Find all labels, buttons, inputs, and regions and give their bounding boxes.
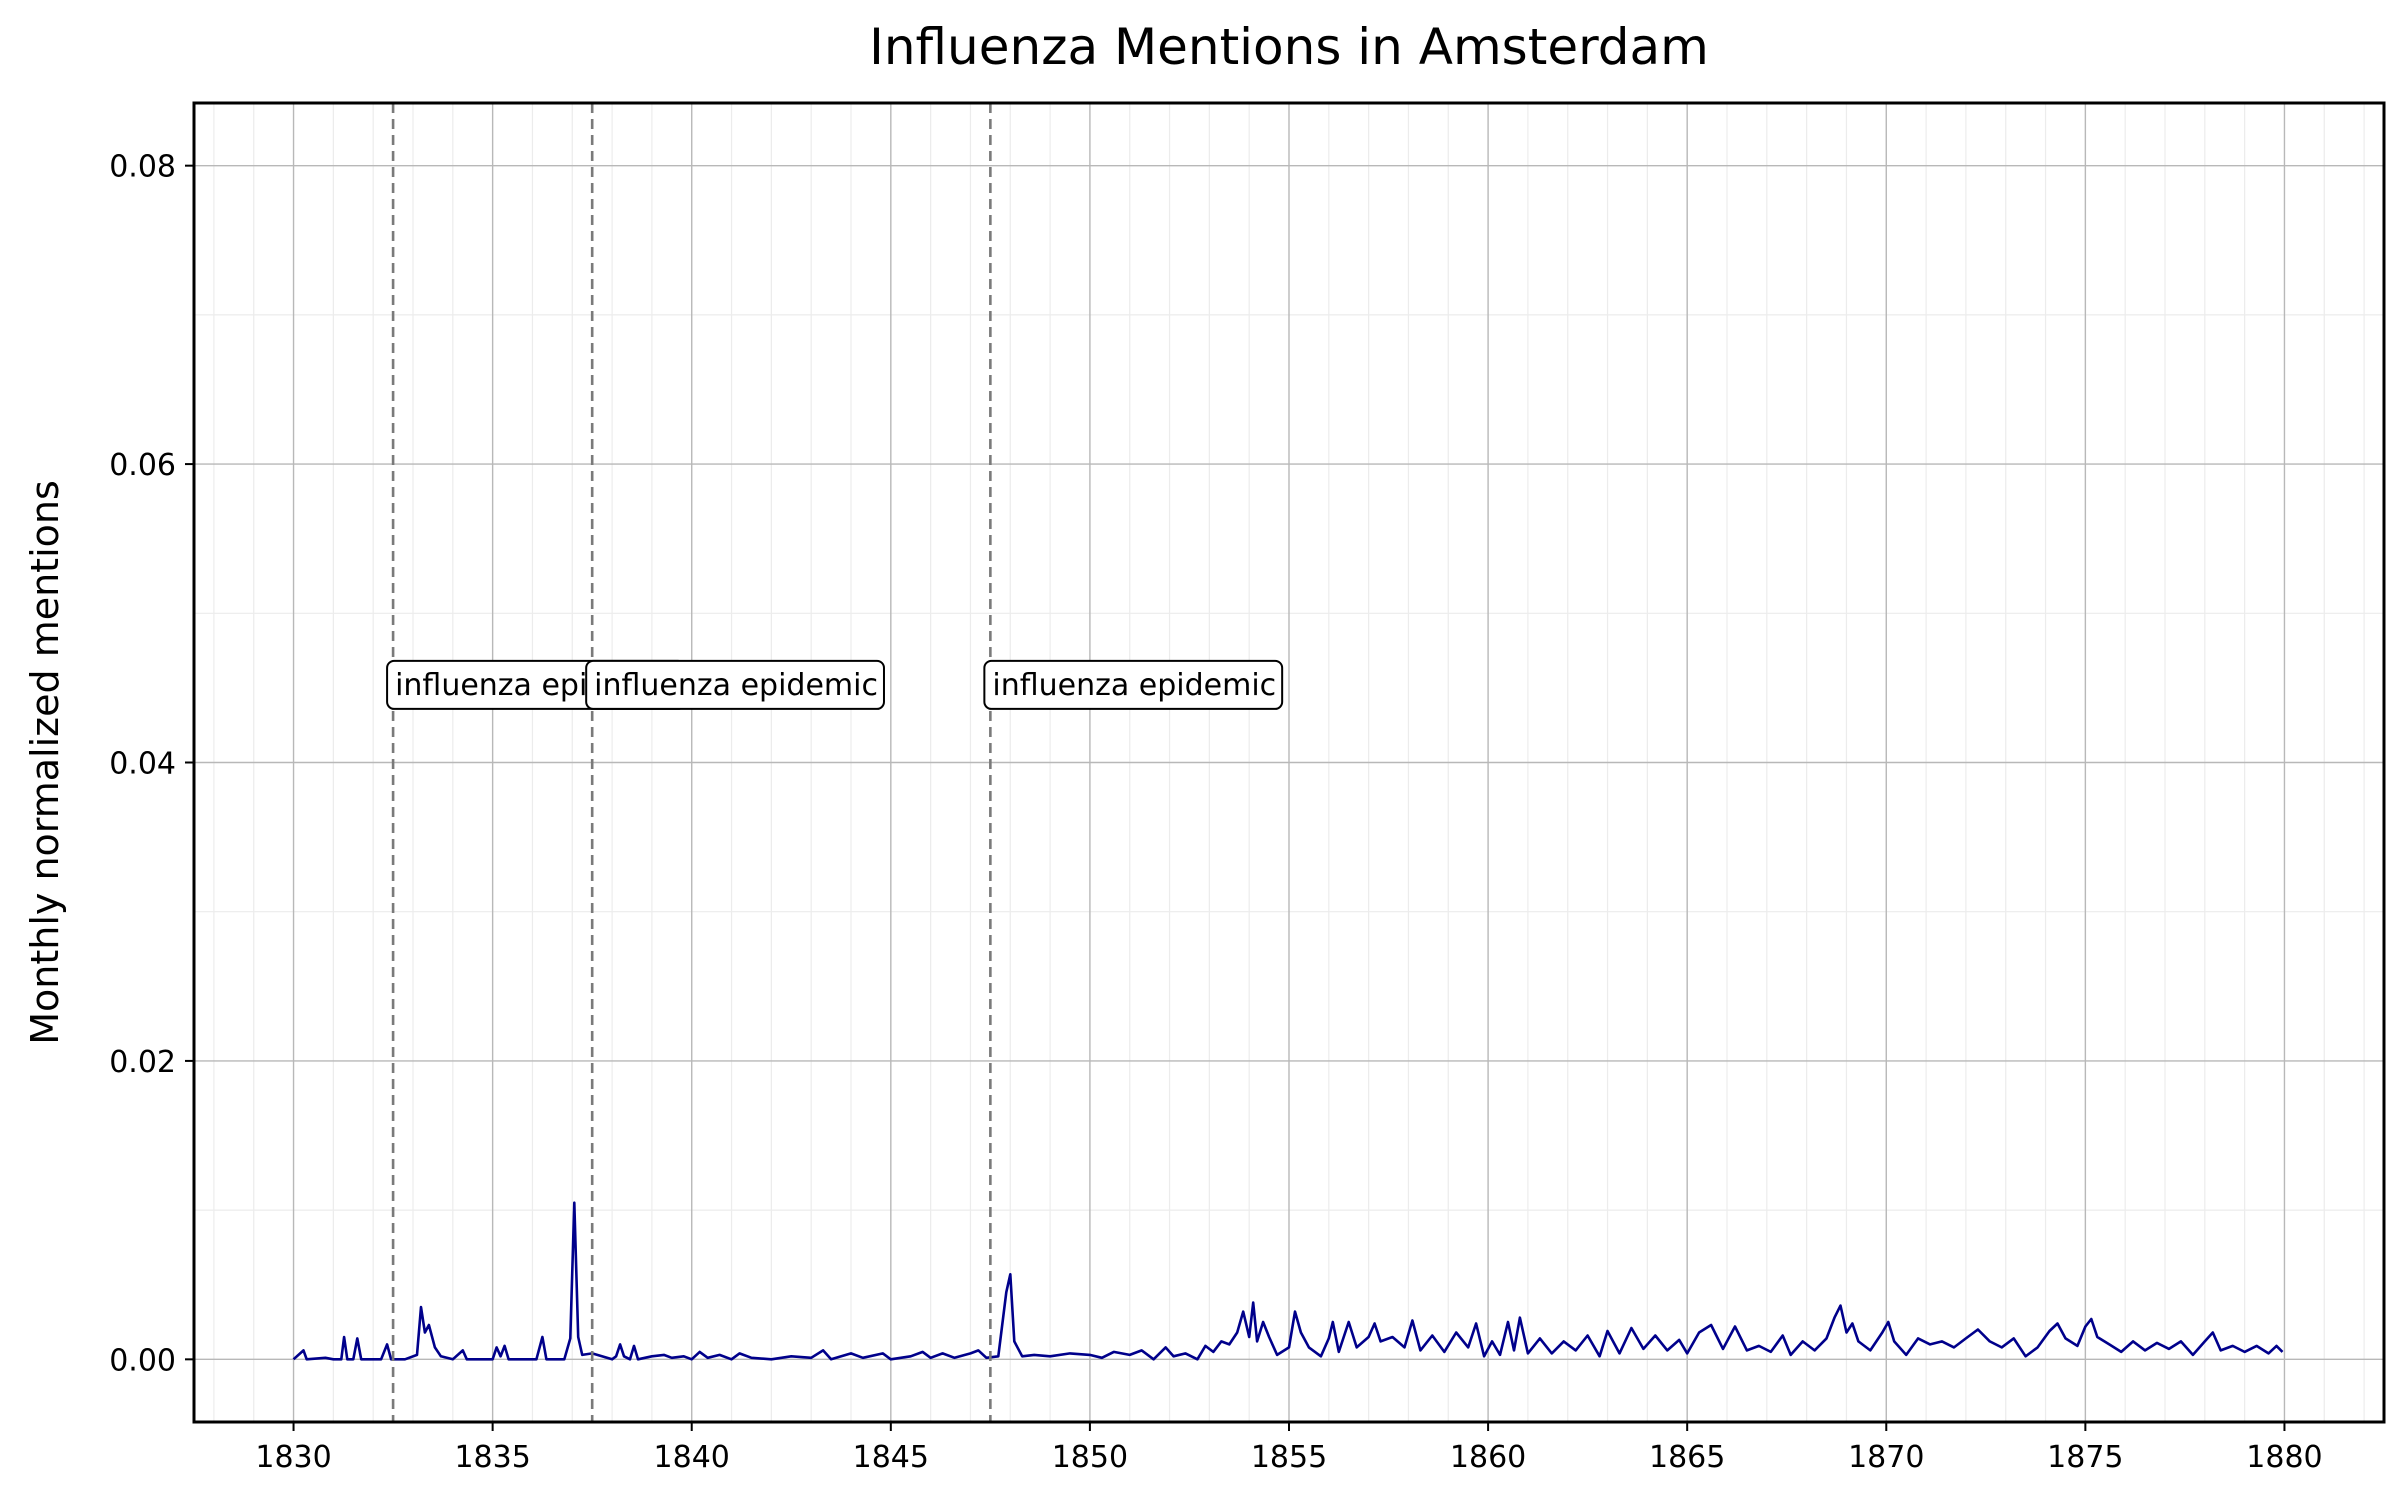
event-annotation: influenza epidemic: [983, 659, 1284, 710]
x-tick-label: 1875: [2047, 1440, 2123, 1475]
major-grid: [194, 103, 2384, 1422]
x-tick-label: 1860: [1450, 1440, 1526, 1475]
y-tick-label: 0.06: [109, 448, 176, 483]
y-axis-label: Monthly normalized mentions: [23, 480, 67, 1045]
annotation-box: [983, 659, 1284, 710]
x-tick-label: 1855: [1251, 1440, 1327, 1475]
annotation-box: [585, 659, 885, 710]
x-tick-label: 1880: [2246, 1440, 2322, 1475]
y-tick-label: 0.08: [109, 150, 176, 185]
y-axis: 0.00 0.02 0.04 0.06 0.08: [109, 150, 194, 1378]
x-tick-label: 1840: [654, 1440, 730, 1475]
y-tick-label: 0.04: [109, 747, 176, 782]
x-tick-label: 1830: [255, 1440, 331, 1475]
annotation-label: influenza epidemic: [992, 668, 1276, 703]
y-tick-label: 0.00: [109, 1343, 176, 1378]
x-tick-label: 1845: [853, 1440, 929, 1475]
x-tick-label: 1865: [1649, 1440, 1725, 1475]
x-tick-label: 1870: [1848, 1440, 1924, 1475]
event-annotation: influenza epidemic: [585, 659, 885, 710]
annotation-label: influenza epidemic: [594, 668, 878, 703]
x-tick-label: 1835: [454, 1440, 530, 1475]
x-axis: 1830 1835 1840 1845 1850 1855 1860 1865 1870 1875…: [255, 1422, 2323, 1475]
x-tick-label: 1850: [1052, 1440, 1128, 1475]
series-line: [292, 1201, 2284, 1361]
series-layer: [292, 1201, 2284, 1361]
y-tick-label: 0.02: [109, 1045, 176, 1080]
chart-title: Influenza Mentions in Amsterdam: [869, 18, 1709, 76]
